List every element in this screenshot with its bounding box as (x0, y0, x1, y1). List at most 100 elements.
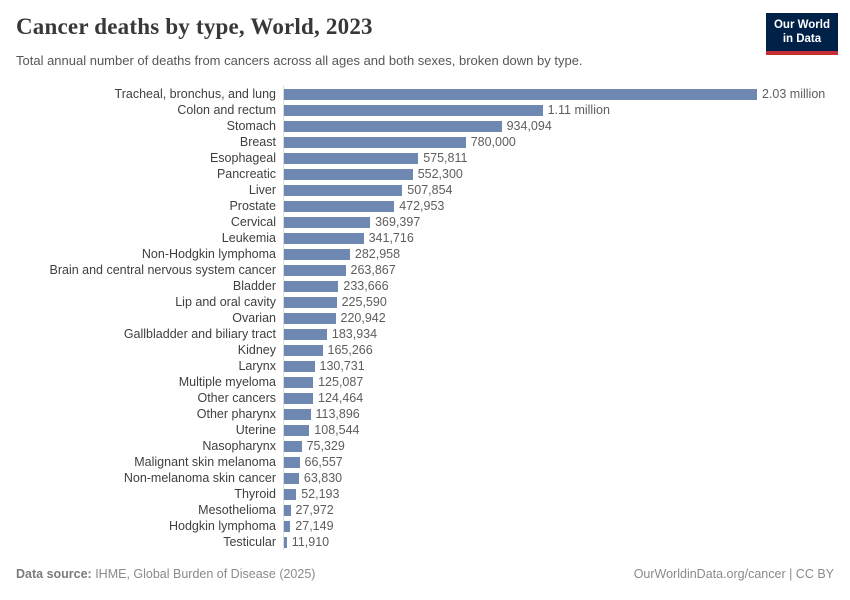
bar[interactable] (284, 120, 502, 132)
owid-logo: Our World in Data (765, 13, 838, 55)
bar[interactable] (284, 424, 310, 436)
plot-area: 2.03 million (283, 86, 850, 102)
category-label: Larynx (238, 359, 276, 373)
category-label: Nasopharynx (202, 439, 276, 453)
bar[interactable] (284, 472, 299, 484)
bar[interactable] (284, 392, 313, 404)
value-label: 113,896 (315, 407, 360, 421)
bar[interactable] (284, 264, 346, 276)
bar[interactable] (284, 504, 291, 516)
plot-area: 1.11 million (283, 102, 850, 118)
category-label: Multiple myeloma (178, 375, 276, 389)
value-label: 125,087 (318, 375, 364, 389)
bar[interactable] (284, 248, 350, 260)
value-label: 341,716 (368, 231, 414, 245)
bar-row: Multiple myeloma 125,087 (0, 374, 850, 390)
value-label: 108,544 (314, 423, 360, 437)
bar[interactable] (284, 184, 403, 196)
bar[interactable] (284, 280, 339, 292)
bar[interactable] (284, 312, 336, 324)
value-label: 183,934 (331, 327, 378, 341)
bar-row: Bladder 233,666 (0, 278, 850, 294)
bar[interactable] (284, 152, 419, 164)
plot-area: 575,811 (283, 150, 850, 166)
attribution-link[interactable]: OurWorldinData.org/cancer | CC BY (633, 567, 834, 581)
bar[interactable] (284, 376, 314, 388)
bar[interactable] (284, 520, 291, 532)
bar-row: Lip and oral cavity 225,590 (0, 294, 850, 310)
bar[interactable] (284, 536, 287, 548)
bar[interactable] (284, 360, 315, 372)
bar[interactable] (284, 216, 371, 228)
bar[interactable] (284, 488, 297, 500)
value-label: 472,953 (399, 199, 445, 213)
bar-row: Gallbladder and biliary tract 183,934 (0, 326, 850, 342)
value-label: 27,149 (295, 519, 334, 533)
chart-subtitle: Total annual number of deaths from cance… (16, 53, 583, 68)
bar[interactable] (284, 408, 311, 420)
value-label: 63,830 (303, 471, 343, 485)
bar-row: Leukemia 341,716 (0, 230, 850, 246)
value-label: 124,464 (318, 391, 364, 405)
plot-area: 780,000 (283, 134, 850, 150)
plot-area: 124,464 (283, 390, 850, 406)
bar[interactable] (284, 168, 413, 180)
category-label: Thyroid (234, 487, 276, 501)
value-label: 282,958 (354, 247, 401, 261)
bar[interactable] (284, 328, 327, 340)
plot-area: 27,149 (283, 518, 850, 534)
bar[interactable] (284, 136, 466, 148)
plot-area: 108,544 (283, 422, 850, 438)
value-label: 52,193 (301, 487, 340, 501)
bar[interactable] (284, 104, 543, 116)
plot-area: 66,557 (283, 454, 850, 470)
plot-area: 130,731 (283, 358, 850, 374)
bar[interactable] (284, 440, 302, 452)
plot-area: 552,300 (283, 166, 850, 182)
category-label: Liver (248, 183, 276, 197)
bar[interactable] (284, 344, 323, 356)
plot-area: 11,910 (283, 534, 850, 550)
value-label: 369,397 (375, 215, 421, 229)
plot-area: 263,867 (283, 262, 850, 278)
value-label: 1.11 million (547, 103, 610, 117)
plot-area: 183,934 (283, 326, 850, 342)
plot-area: 934,094 (283, 118, 850, 134)
bar[interactable] (284, 456, 300, 468)
bar-row: Non-melanoma skin cancer 63,830 (0, 470, 850, 486)
category-label: Ovarian (232, 311, 276, 325)
bar-row: Larynx 130,731 (0, 358, 850, 374)
category-label: Testicular (223, 535, 276, 549)
category-label: Leukemia (221, 231, 276, 245)
plot-area: 225,590 (283, 294, 850, 310)
value-label: 66,557 (304, 455, 343, 469)
plot-area: 220,942 (283, 310, 850, 326)
category-label: Cervical (230, 215, 276, 229)
bar[interactable] (284, 296, 337, 308)
bar-row: Other cancers 124,464 (0, 390, 850, 406)
bar-row: Testicular 11,910 (0, 534, 850, 550)
bar-row: Non-Hodgkin lymphoma 282,958 (0, 246, 850, 262)
category-label: Esophageal (209, 151, 276, 165)
bar-row: Pancreatic 552,300 (0, 166, 850, 182)
bar-row: Other pharynx 113,896 (0, 406, 850, 422)
value-label: 220,942 (340, 311, 386, 325)
category-label: Tracheal, bronchus, and lung (114, 87, 276, 101)
category-label: Other cancers (197, 391, 276, 405)
value-label: 233,666 (343, 279, 389, 293)
category-label: Gallbladder and biliary tract (123, 327, 276, 341)
value-label: 165,266 (327, 343, 373, 357)
category-label: Non-Hodgkin lymphoma (141, 247, 276, 261)
plot-area: 282,958 (283, 246, 850, 262)
bar[interactable] (284, 88, 757, 100)
page-title: Cancer deaths by type, World, 2023 (16, 14, 373, 39)
bar[interactable] (284, 232, 364, 244)
bar-row: Brain and central nervous system cancer 2… (0, 262, 850, 278)
bar-row: Malignant skin melanoma 66,557 (0, 454, 850, 470)
bar-row: Thyroid 52,193 (0, 486, 850, 502)
plot-area: 113,896 (283, 406, 850, 422)
chart-footer: Data source: IHME, Global Burden of Dise… (16, 567, 834, 581)
plot-area: 472,953 (283, 198, 850, 214)
bar[interactable] (284, 200, 395, 212)
plot-area: 75,329 (283, 438, 850, 454)
